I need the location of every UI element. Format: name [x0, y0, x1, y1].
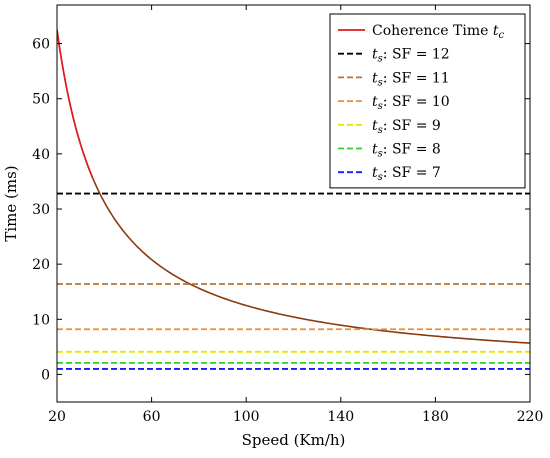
y-tick-label: 10	[32, 312, 50, 328]
x-tick-label: 180	[422, 409, 449, 425]
x-tick-label: 220	[517, 409, 544, 425]
y-axis-label: Time (ms)	[2, 165, 20, 241]
plot-frame	[56, 4, 531, 403]
x-tick-label: 100	[233, 409, 260, 425]
x-tick-label: 60	[143, 409, 161, 425]
legend-entry-1: ts: SF = 12	[372, 47, 450, 65]
legend-entry-5: ts: SF = 8	[372, 142, 441, 160]
x-axis-label: Speed (Km/h)	[242, 431, 346, 449]
legend-entry-2: ts: SF = 11	[372, 70, 450, 88]
y-tick-label: 60	[32, 37, 50, 53]
plot-area	[57, 29, 530, 370]
legend: Coherence Time tc ts: SF = 12 ts: SF = 11 t…	[329, 13, 526, 189]
x-tick-label: 140	[327, 409, 354, 425]
y-tick-label: 50	[32, 92, 50, 108]
legend-entry-4: ts: SF = 9	[372, 118, 441, 136]
legend-entry-6: ts: SF = 7	[372, 165, 441, 183]
series-line-0-segment	[57, 29, 94, 178]
y-tick-label: 40	[32, 147, 50, 163]
y-tick-label: 30	[32, 202, 50, 218]
y-tick-label: 20	[32, 257, 50, 273]
legend-box	[329, 13, 526, 189]
series-line-0	[57, 29, 530, 344]
y-tick-label: 0	[41, 367, 50, 383]
x-tick-label: 20	[48, 409, 66, 425]
legend-entry-3: ts: SF = 10	[372, 94, 450, 112]
axes: 20 60 100 140 180 220 0 10 20 30 40 50 60 Speed (Km/h…	[2, 4, 544, 449]
legend-entry-0: Coherence Time tc	[372, 23, 504, 41]
